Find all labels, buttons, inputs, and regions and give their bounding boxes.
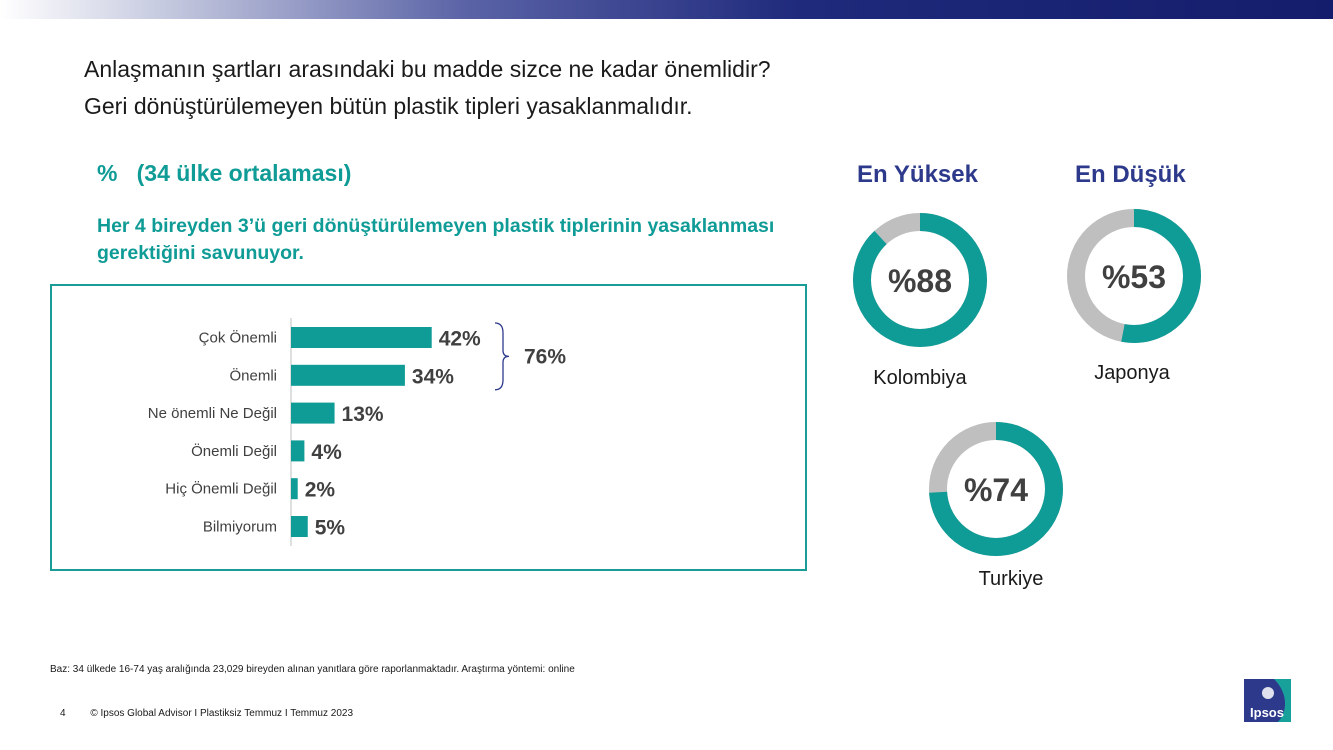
donut-track	[1067, 209, 1201, 343]
footnote: Baz: 34 ülkede 16-74 yaş aralığında 23,0…	[50, 664, 575, 675]
highlight-text: Her 4 bireyden 3’ü geri dönüştürülemeyen…	[97, 215, 775, 264]
lowest-title: En Düşük	[1075, 161, 1186, 188]
question-text: Anlaşmanın şartları arasındaki bu madde …	[84, 56, 771, 82]
donut-country-turkiye: Turkiye	[978, 568, 1044, 590]
logo-text: Ipsos	[1250, 705, 1284, 720]
bar-chart-frame	[50, 284, 807, 571]
ipsos-logo: Ipsos	[1244, 679, 1291, 722]
donut-value-label: %74	[964, 472, 1028, 508]
highest-title: En Yüksek	[857, 161, 978, 188]
donut-value-arc	[929, 422, 1063, 556]
donut-value-arc	[1067, 209, 1201, 343]
donut-value-label: %88	[888, 263, 952, 299]
donut-value-label: %53	[1102, 259, 1166, 295]
top-banner	[0, 0, 1333, 19]
page-number: 4	[60, 708, 66, 719]
donut-value-arc	[853, 213, 987, 347]
donut-track	[853, 213, 987, 347]
unit-title: % (34 ülke ortalaması)	[97, 160, 352, 186]
statement-text: Geri dönüştürülemeyen bütün plastik tipl…	[84, 93, 693, 119]
donut-country-japonya: Japonya	[1094, 362, 1170, 384]
copyright-text: © Ipsos Global Advisor I Plastiksiz Temm…	[90, 708, 353, 719]
donut-track	[929, 422, 1063, 556]
donut-country-kolombiya: Kolombiya	[873, 367, 967, 389]
footer: 4 © Ipsos Global Advisor I Plastiksiz Te…	[60, 708, 353, 719]
